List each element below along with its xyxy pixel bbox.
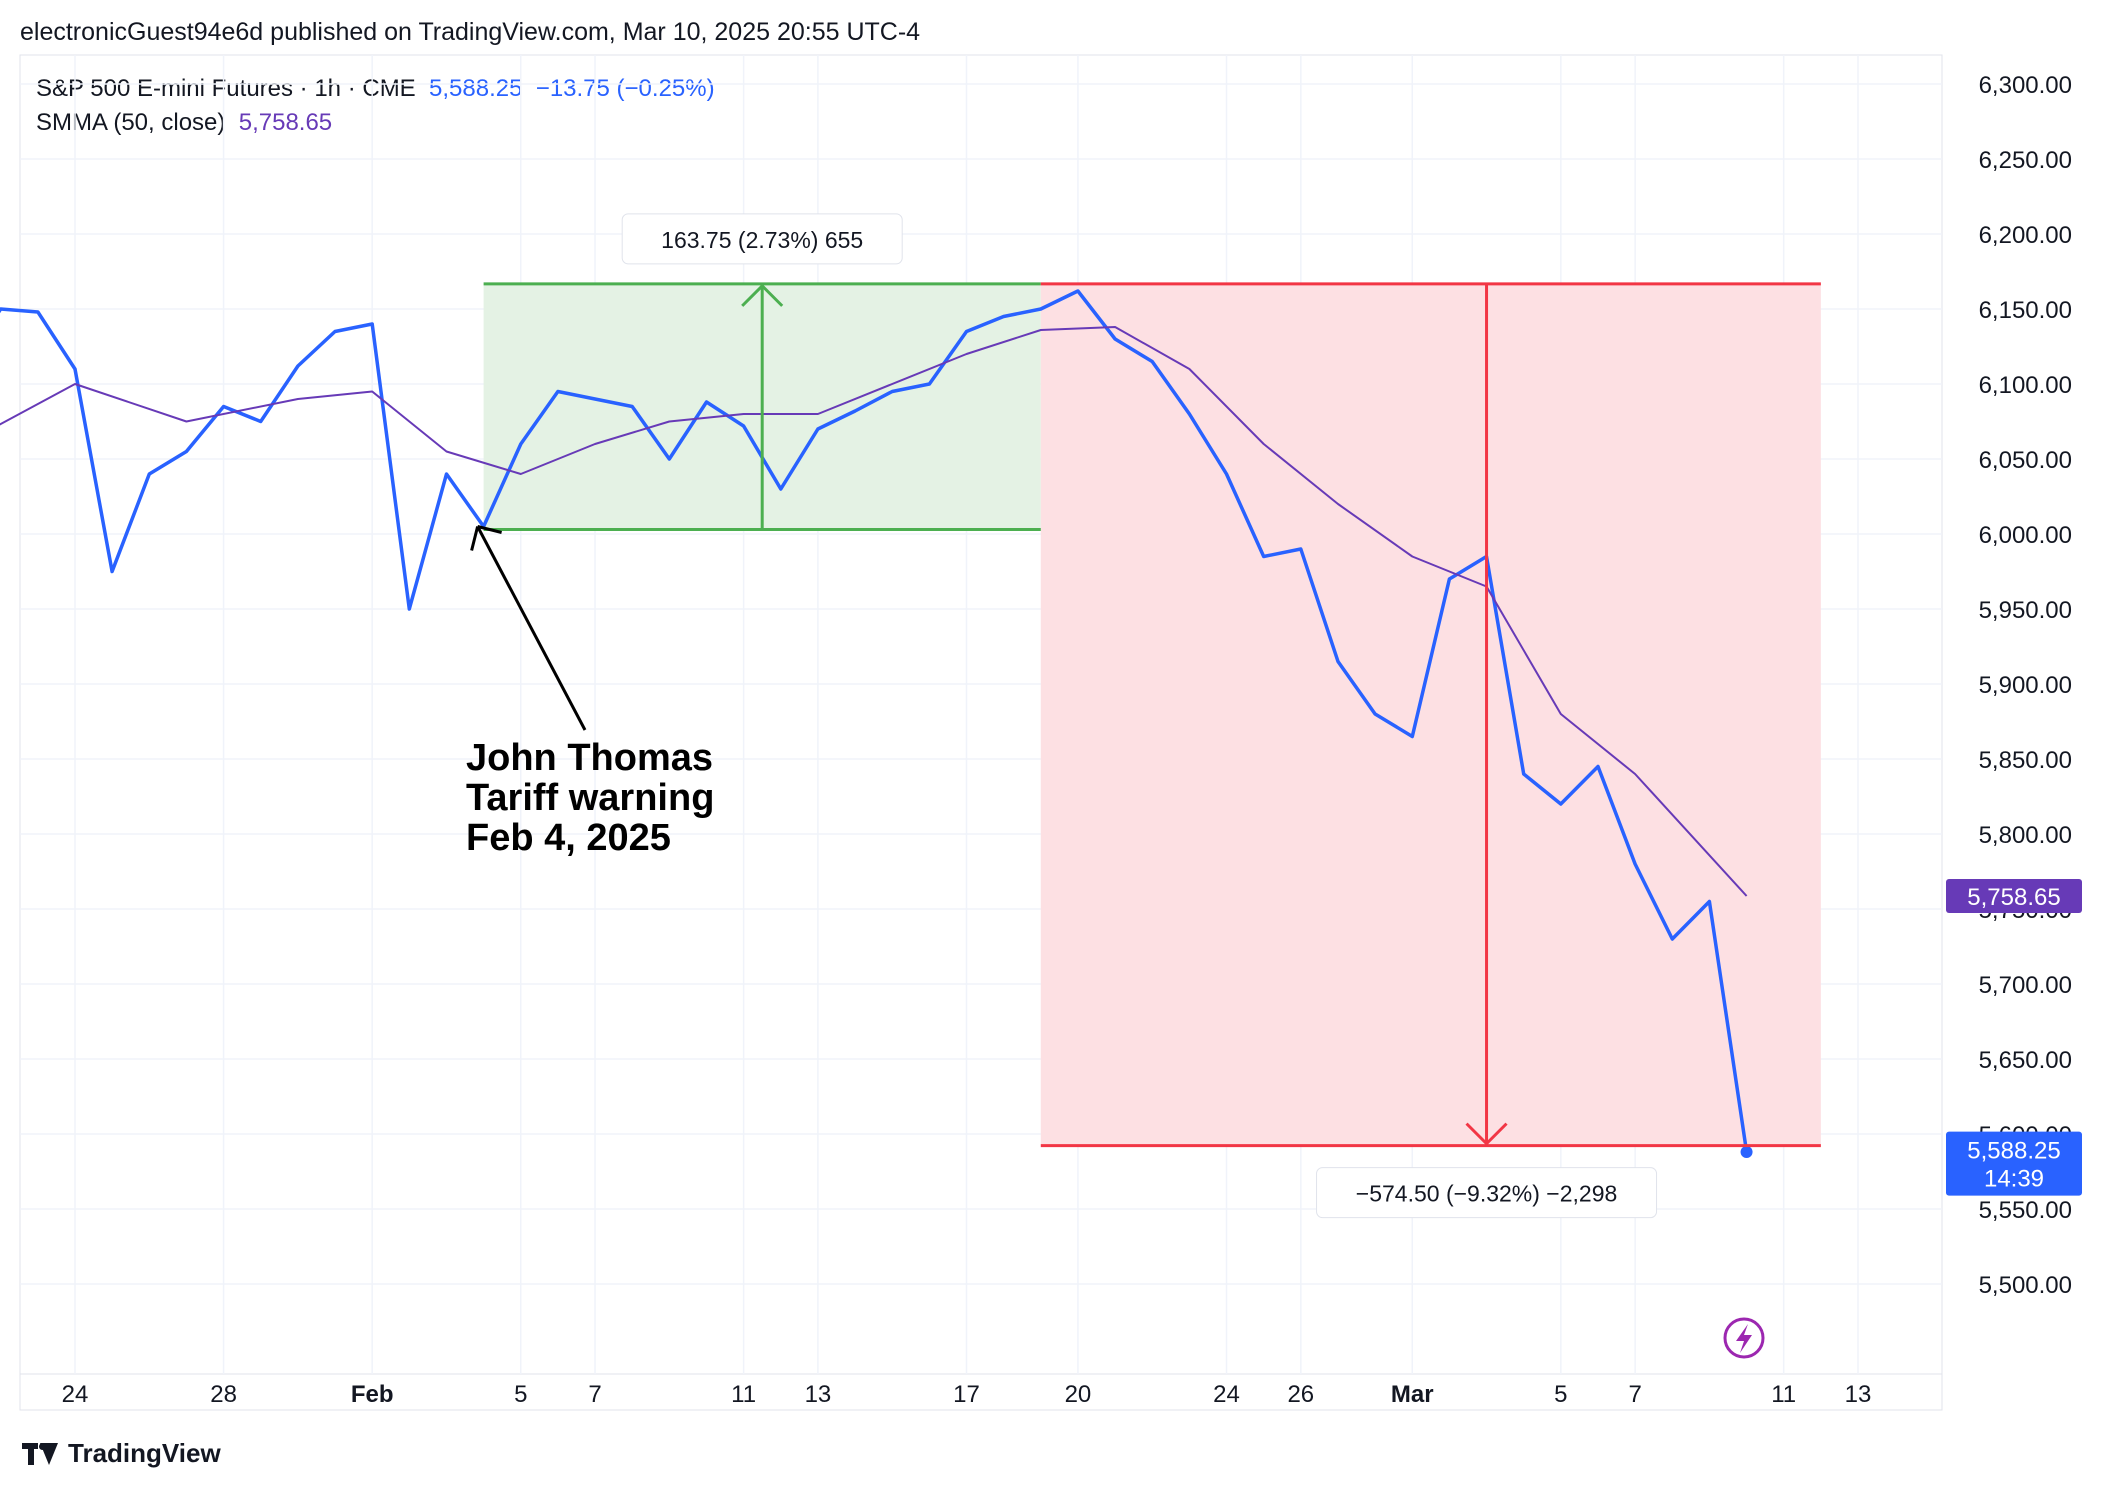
annotation-text-line: Feb 4, 2025	[466, 817, 671, 859]
lightning-icon[interactable]	[1723, 1317, 1765, 1359]
chart-frame	[19, 54, 1943, 1411]
x-tick-label: 5	[1554, 1381, 1567, 1408]
x-tick-label: 24	[1213, 1381, 1240, 1408]
x-tick-label: 24	[62, 1381, 89, 1408]
last-price-point	[1740, 1146, 1753, 1158]
price-series-line	[0, 289, 1749, 1153]
y-tick-label: 6,150.00	[1979, 297, 2072, 324]
chart-series	[0, 289, 1753, 1158]
x-tick-label: 7	[1628, 1381, 1641, 1408]
smma-badge-label: 5,758.65	[1967, 884, 2060, 911]
legend-symbol: S&P 500 E-mini Futures · 1h · CME	[36, 75, 416, 102]
down-measure-box	[1316, 1167, 1658, 1219]
y-tick-label: 5,850.00	[1979, 747, 2072, 774]
down-measure-label: −574.50 (−9.32%) −2,298	[1356, 1181, 1618, 1207]
y-tick-label: 6,000.00	[1979, 522, 2072, 549]
y-tick-label: 5,800.00	[1979, 822, 2072, 849]
annotation-pointer-head	[470, 526, 480, 551]
x-tick-label: 7	[588, 1381, 601, 1408]
smma-series-line	[0, 326, 1748, 897]
down-arrow-icon	[1465, 1122, 1508, 1146]
legend-smma-value: 5,758.65	[238, 109, 333, 136]
y-tick-label: 6,250.00	[1979, 147, 2072, 174]
x-tick-label: 11	[1771, 1381, 1796, 1408]
x-tick-label: 26	[1287, 1381, 1314, 1408]
y-tick-label: 5,950.00	[1979, 597, 2072, 624]
y-tick-label: 5,550.00	[1979, 1197, 2072, 1224]
y-tick-label: 5,700.00	[1979, 972, 2072, 999]
time-axis: 24 28 Feb 5 7 11 13 17 20 24 26 Mar 5 7 11 13	[62, 1381, 1872, 1408]
smma-price-badge	[1946, 879, 2082, 914]
y-tick-label: 6,300.00	[1979, 72, 2072, 99]
legend-smma-row: SMMA (50, close) 5,758.65	[36, 106, 715, 140]
x-tick-label: 13	[805, 1381, 832, 1408]
y-tick-label: 5,900.00	[1979, 672, 2072, 699]
x-tick-label: 20	[1065, 1381, 1092, 1408]
tradingview-logo[interactable]: TradingView	[22, 1438, 221, 1469]
x-tick-label: 28	[210, 1381, 237, 1408]
up-measure-box	[621, 213, 903, 265]
x-tick-label: 13	[1845, 1381, 1872, 1408]
annotation-text-line: John Thomas	[466, 737, 713, 779]
tradingview-logo-icon	[22, 1442, 60, 1465]
x-tick-label: 5	[514, 1381, 527, 1408]
y-tick-label: 5,650.00	[1979, 1047, 2072, 1074]
brand-label: TradingView	[68, 1438, 221, 1468]
up-arrow-icon	[741, 283, 784, 307]
x-tick-label: 11	[731, 1381, 756, 1408]
price-axis: 6,300.00 6,250.00 6,200.00 6,150.00 6,100.00…	[1979, 72, 2072, 1299]
annotation-pointer-head	[477, 525, 502, 534]
legend-smma-label: SMMA (50, close)	[36, 109, 226, 136]
legend-price-row: S&P 500 E-mini Futures · 1h · CME 5,588.…	[36, 72, 715, 106]
last-price-badge	[1946, 1131, 2082, 1196]
y-tick-label: 6,050.00	[1979, 447, 2072, 474]
position-zones	[483, 283, 1821, 1146]
legend-change: −13.75 (−0.25%)	[535, 75, 715, 102]
short-zone	[1040, 283, 1821, 1146]
y-tick-label: 6,100.00	[1979, 372, 2072, 399]
last-price-badge-label: 5,588.25	[1967, 1138, 2060, 1165]
x-tick-label: Mar	[1391, 1381, 1434, 1408]
published-caption: electronicGuest94e6d published on Tradin…	[20, 18, 921, 46]
countdown-label: 14:39	[1984, 1166, 2044, 1193]
legend-last-price: 5,588.25	[429, 75, 523, 102]
measure-tools: 163.75 (2.73%) 655 −574.50 (−9.32%) −2,29…	[483, 213, 1821, 1219]
x-tick-label: Feb	[351, 1381, 394, 1408]
annotation-pointer	[476, 525, 587, 731]
up-measure-label: 163.75 (2.73%) 655	[661, 227, 863, 253]
x-tick-label: 17	[953, 1381, 980, 1408]
chart-legend: S&P 500 E-mini Futures · 1h · CME 5,588.…	[36, 72, 715, 140]
y-tick-label: 5,500.00	[1979, 1272, 2072, 1299]
annotation-text-line: Tariff warning	[466, 777, 714, 819]
y-tick-label: 6,200.00	[1979, 222, 2072, 249]
